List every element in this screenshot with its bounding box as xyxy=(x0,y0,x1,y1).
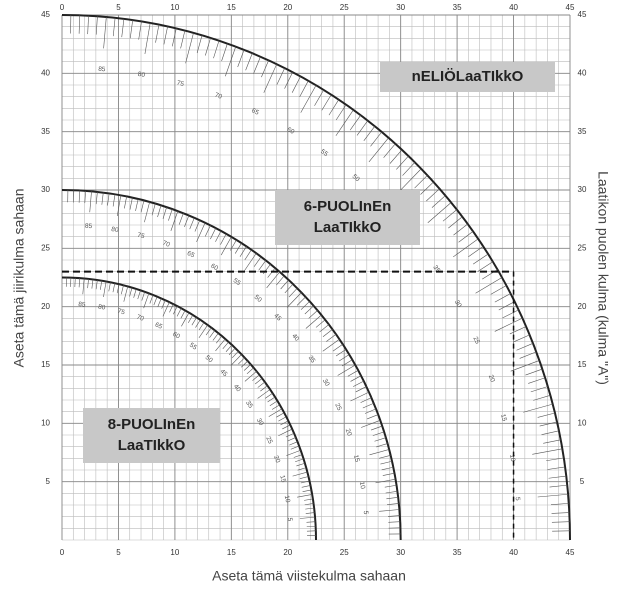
bottom-title: Aseta tämä viistekulma sahaan xyxy=(212,568,406,584)
box-label: 6-PUOLInEn xyxy=(304,198,392,215)
box-label: 8-PUOLInEn xyxy=(108,416,196,433)
x-tick-label: 25 xyxy=(340,3,349,12)
x-tick-label: 45 xyxy=(566,3,575,12)
y-tick-label: 35 xyxy=(578,127,587,136)
x-tick-label: 35 xyxy=(453,548,462,557)
scale-label: 85 xyxy=(85,223,93,231)
x-tick-label: 10 xyxy=(170,548,179,557)
x-tick-label: 20 xyxy=(283,3,292,12)
x-tick-label: 5 xyxy=(116,3,121,12)
x-tick-label: 15 xyxy=(227,3,236,12)
y-tick-label: 20 xyxy=(578,302,587,311)
y-tick-label: 40 xyxy=(41,68,50,77)
x-tick-label: 15 xyxy=(227,548,236,557)
x-tick-label: 20 xyxy=(283,548,292,557)
y-tick-label: 25 xyxy=(41,243,50,252)
y-tick-label: 15 xyxy=(578,360,587,369)
x-tick-label: 45 xyxy=(566,548,575,557)
y-tick-label: 30 xyxy=(41,185,50,194)
y-tick-label: 15 xyxy=(41,360,50,369)
x-tick-label: 30 xyxy=(396,548,405,557)
y-tick-label: 10 xyxy=(41,418,50,427)
x-tick-label: 5 xyxy=(116,548,121,557)
y-tick-label: 45 xyxy=(578,10,587,19)
x-tick-label: 10 xyxy=(170,3,179,12)
scale-label: 85 xyxy=(98,66,106,74)
y-tick-label: 10 xyxy=(578,418,587,427)
x-tick-label: 25 xyxy=(340,548,349,557)
x-tick-label: 30 xyxy=(396,3,405,12)
y-tick-label: 25 xyxy=(578,243,587,252)
x-tick-label: 35 xyxy=(453,3,462,12)
box-label: nELIÖLaaTIkkO xyxy=(412,68,524,85)
x-tick-label: 0 xyxy=(60,548,65,557)
y-tick-label: 40 xyxy=(578,68,587,77)
box-label: LaaTIkkO xyxy=(314,219,382,236)
x-tick-label: 40 xyxy=(509,3,518,12)
box-label: LaaTIkkO xyxy=(118,437,186,454)
y-tick-label: 35 xyxy=(41,127,50,136)
y-tick-label: 20 xyxy=(41,302,50,311)
right-title: Laatikon puolen kulma (kulma "A") xyxy=(595,171,611,385)
y-tick-label: 5 xyxy=(46,477,51,486)
y-tick-label: 5 xyxy=(580,477,585,486)
y-tick-label: 30 xyxy=(578,185,587,194)
x-tick-label: 40 xyxy=(509,548,518,557)
left-title: Aseta tämä jiirikulma sahaan xyxy=(11,189,27,368)
x-tick-label: 0 xyxy=(60,3,65,12)
y-tick-label: 45 xyxy=(41,10,50,19)
scale-label: 85 xyxy=(78,301,86,309)
